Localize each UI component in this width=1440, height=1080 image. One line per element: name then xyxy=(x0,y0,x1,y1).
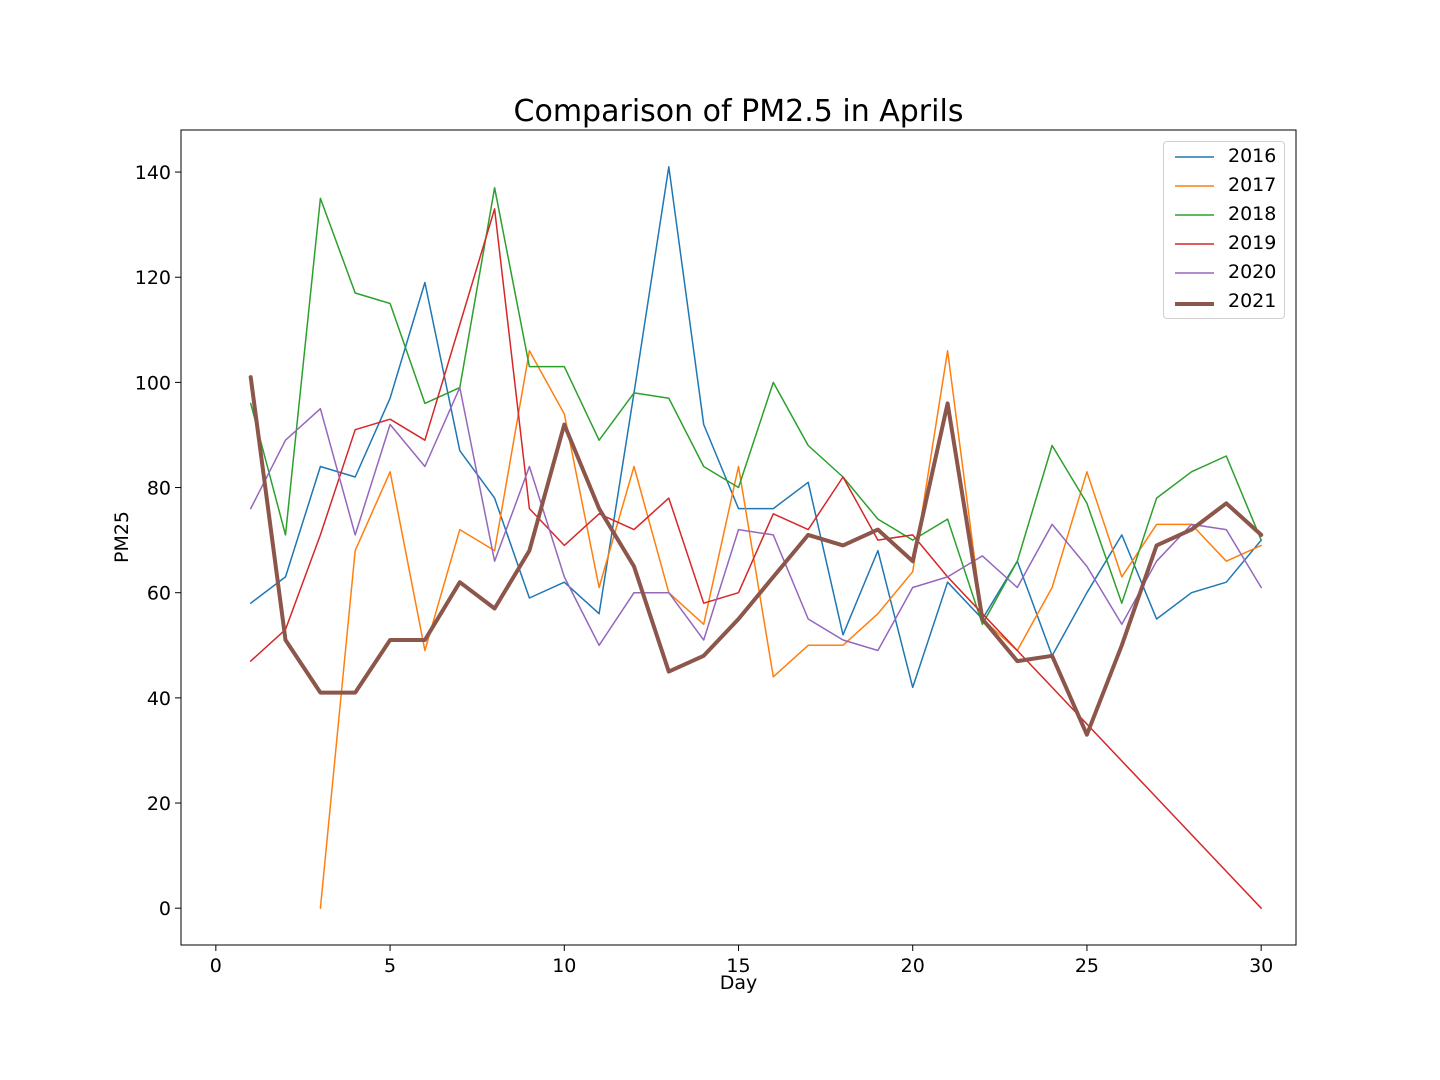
legend-label-2018: 2018 xyxy=(1228,203,1277,225)
legend-item-2019: 2019 xyxy=(1164,229,1286,258)
x-tick-label: 20 xyxy=(901,955,925,977)
legend-label-2019: 2019 xyxy=(1228,232,1277,254)
y-tick-label: 100 xyxy=(135,372,171,394)
axis-ticks: 0 5 10 15 20 25 30 0 20 40 60 80 100 120 140 xyxy=(135,162,1274,977)
x-tick-label: 25 xyxy=(1075,955,1099,977)
legend-item-2018: 2018 xyxy=(1164,200,1286,229)
y-tick-label: 80 xyxy=(147,478,171,500)
legend-label-2020: 2020 xyxy=(1228,261,1277,283)
legend-swatch-2020 xyxy=(1175,272,1214,274)
x-axis-label: Day xyxy=(719,972,758,994)
plot-area-frame xyxy=(180,129,1297,946)
legend-label-2017: 2017 xyxy=(1228,174,1277,196)
legend-item-2017: 2017 xyxy=(1164,171,1286,200)
legend-item-2016: 2016 xyxy=(1164,142,1286,171)
x-tick-label: 5 xyxy=(384,955,396,977)
x-tick-label: 0 xyxy=(210,955,222,977)
chart-title: Comparison of PM2.5 in Aprils xyxy=(513,94,964,129)
y-axis-label: PM25 xyxy=(111,510,133,564)
x-tick-label: 30 xyxy=(1249,955,1273,977)
x-tick-label: 15 xyxy=(726,955,750,977)
legend: 2016 2017 2018 2019 2020 2021 xyxy=(1163,141,1285,319)
series-line-2018 xyxy=(249,187,1262,626)
x-tick-label: 10 xyxy=(552,955,576,977)
y-tick-label: 40 xyxy=(147,688,171,710)
series-line-2017 xyxy=(319,350,1262,909)
legend-swatch-2021 xyxy=(1175,302,1214,306)
y-tick-label: 20 xyxy=(147,793,171,815)
legend-swatch-2019 xyxy=(1175,243,1214,245)
y-tick-label: 140 xyxy=(135,162,171,184)
y-tick-label: 120 xyxy=(135,267,171,289)
y-tick-label: 60 xyxy=(147,583,171,605)
series-line-2016 xyxy=(249,166,1262,689)
series-line-2021 xyxy=(248,375,1264,737)
legend-item-2020: 2020 xyxy=(1164,258,1286,287)
legend-swatch-2018 xyxy=(1175,214,1214,216)
series-line-2020 xyxy=(249,386,1262,652)
legend-label-2021: 2021 xyxy=(1228,290,1277,312)
legend-swatch-2016 xyxy=(1175,156,1214,158)
y-tick-label: 0 xyxy=(159,898,171,920)
legend-label-2016: 2016 xyxy=(1228,145,1277,167)
legend-swatch-2017 xyxy=(1175,185,1214,187)
series-line-2019 xyxy=(249,208,1262,909)
legend-item-2021: 2021 xyxy=(1164,287,1286,316)
series-lines xyxy=(248,166,1264,909)
